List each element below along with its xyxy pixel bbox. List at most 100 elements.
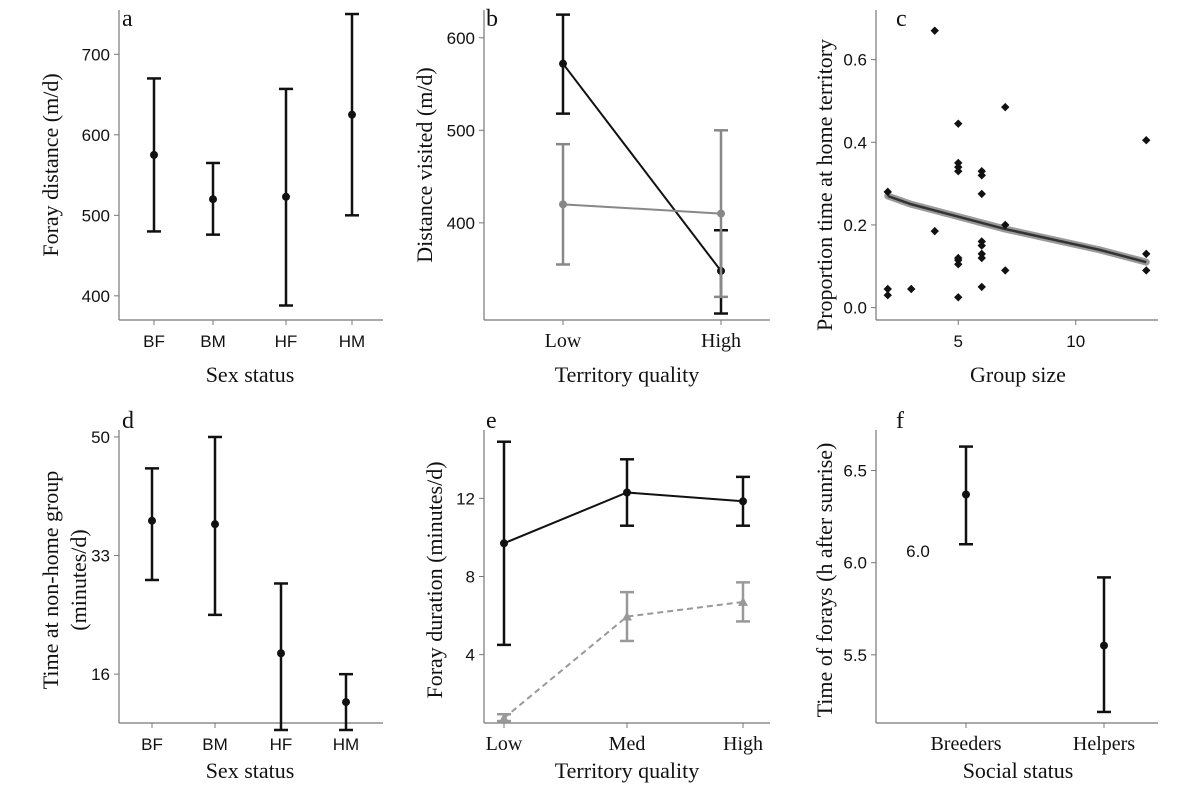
data-point — [739, 497, 747, 506]
data-point — [499, 713, 509, 723]
data-point — [717, 209, 725, 218]
series — [959, 445, 1111, 714]
x-tick-label: BM — [200, 332, 226, 351]
y-tick-label: 33 — [91, 547, 110, 566]
y-axis-title-line: (minutes/d) — [66, 529, 91, 630]
scatter-point — [1001, 220, 1010, 230]
x-axis-title: Sex status — [206, 362, 295, 387]
panel-d: d 16 33 50 BF BM HF HM Sex status Time at non-hom… — [38, 408, 383, 783]
series — [556, 129, 728, 299]
panel-label: c — [896, 6, 907, 32]
y-tick-label: 8 — [466, 568, 475, 587]
x-tick-label: HM — [333, 735, 359, 754]
y-tick-label: 500 — [82, 206, 110, 225]
y-tick-label: 700 — [82, 45, 110, 64]
scatter-point — [1001, 102, 1010, 112]
y-tick-label: 400 — [447, 214, 475, 233]
x-tick-label: BF — [141, 735, 163, 754]
scatter-point — [954, 260, 963, 269]
x-tick-label: 10 — [1066, 332, 1085, 351]
y-tick-label: 16 — [91, 665, 110, 684]
x-axis-title: Sex status — [206, 758, 295, 783]
y-tick-label: 50 — [91, 428, 110, 447]
x-axis-title: Group size — [970, 362, 1066, 387]
x-tick-label: HF — [270, 735, 293, 754]
scatter-point — [1142, 136, 1151, 145]
x-tick-label: High — [723, 733, 763, 755]
data-point — [209, 195, 217, 204]
series — [556, 13, 728, 315]
panel-label: e — [486, 408, 497, 434]
scatter-point — [954, 167, 963, 176]
scatter-point — [977, 189, 986, 199]
data-point — [348, 110, 356, 119]
series — [145, 435, 353, 732]
x-tick-label: HM — [339, 332, 365, 351]
series-line — [503, 491, 744, 545]
y-tick-label: 12 — [456, 489, 475, 508]
data-point — [148, 516, 156, 525]
scatter-point — [883, 284, 892, 294]
y-tick-label: 400 — [82, 287, 110, 306]
y-tick-label: 600 — [447, 29, 475, 48]
x-tick-label: BM — [202, 735, 228, 754]
scatter-point — [907, 284, 916, 294]
data-point — [282, 192, 290, 201]
annotation-label: 6.0 — [906, 542, 930, 561]
y-tick-label: 0.0 — [843, 299, 867, 318]
panel-a: a 400 500 600 700 BF BM HF HM Sex status Foray dis… — [38, 6, 383, 387]
panel-e: e 4 8 12 Low Med High Territory quality Foray du… — [422, 408, 770, 783]
x-tick-label: Med — [609, 733, 646, 755]
scatter-point — [977, 241, 986, 250]
data-point — [277, 649, 285, 658]
x-tick-label: 5 — [954, 332, 963, 351]
y-tick-label: 0.2 — [843, 216, 867, 235]
panel-label: d — [122, 408, 134, 434]
y-axis-title: Time of forays (h after sunrise) — [812, 443, 837, 718]
y-axis-title-line: Time at non-home group — [38, 471, 63, 690]
panel-label: f — [896, 408, 904, 434]
data-point — [150, 150, 158, 159]
series-line — [503, 600, 744, 719]
scatter-point — [883, 187, 892, 197]
data-point — [342, 698, 350, 707]
y-tick-label: 5.5 — [843, 646, 867, 665]
x-tick-label: Low — [545, 330, 582, 352]
scatter-point — [1001, 266, 1010, 275]
scatter-point — [1142, 266, 1151, 275]
data-point — [1100, 641, 1108, 650]
series — [497, 581, 750, 723]
panel-f: f 5.5 6.0 6.5 Breeders Helpers Social status Ti… — [812, 408, 1158, 783]
y-axis-title: Foray duration (minutes/d) — [422, 461, 447, 698]
y-tick-label: 0.4 — [843, 133, 867, 152]
data-point — [559, 59, 567, 68]
y-axis-title: Distance visited (m/d) — [412, 67, 437, 263]
x-tick-label: High — [701, 330, 741, 352]
series-line — [562, 63, 722, 272]
scatter-point — [977, 253, 986, 263]
x-tick-label: BF — [143, 332, 165, 351]
x-tick-label: Low — [486, 733, 523, 755]
y-axis-title: Proportion time at home territory — [812, 39, 837, 331]
x-axis-title: Territory quality — [555, 362, 699, 387]
scatter-point — [954, 293, 963, 302]
series-line — [562, 203, 722, 215]
y-tick-label: 6.5 — [843, 462, 867, 481]
scatter-point — [954, 119, 963, 128]
scatter-point — [883, 291, 892, 300]
x-tick-label: HF — [275, 332, 298, 351]
scatter-point — [977, 282, 986, 292]
data-point — [500, 539, 508, 548]
y-axis-title: Time at non-home group (minutes/d) — [38, 471, 91, 690]
x-tick-label: Breeders — [930, 733, 1001, 755]
x-axis-title: Social status — [963, 758, 1074, 783]
panel-label: a — [122, 6, 133, 32]
scatter-point — [977, 171, 986, 180]
y-tick-label: 6.0 — [843, 554, 867, 573]
series — [147, 12, 359, 307]
y-tick-label: 500 — [447, 121, 475, 140]
data-point — [738, 596, 748, 606]
